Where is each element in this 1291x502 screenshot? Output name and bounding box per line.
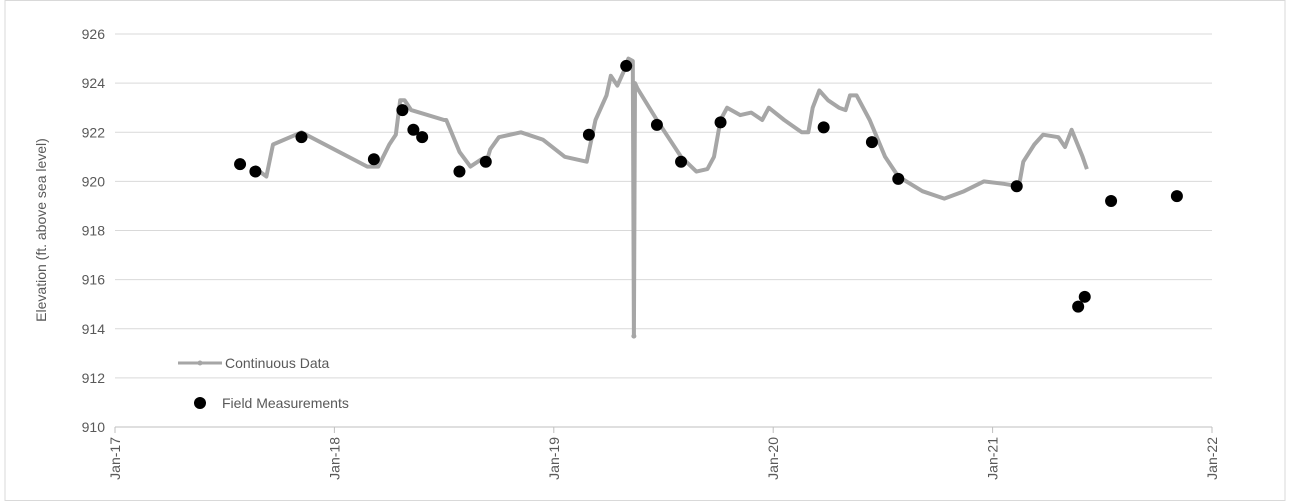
field-point bbox=[234, 158, 247, 171]
y-tick-label: 910 bbox=[82, 419, 106, 435]
chart-border bbox=[4, 0, 1286, 501]
field-point bbox=[1170, 190, 1183, 203]
field-point bbox=[650, 118, 663, 131]
x-tick-label: Jan-21 bbox=[985, 437, 1001, 480]
field-point bbox=[714, 116, 727, 129]
field-point bbox=[817, 121, 830, 134]
y-tick-label: 920 bbox=[82, 173, 106, 189]
field-point bbox=[675, 155, 688, 168]
field-point bbox=[249, 165, 262, 178]
field-point bbox=[396, 104, 409, 117]
field-point bbox=[582, 128, 595, 141]
x-tick-label: Jan-20 bbox=[765, 437, 781, 480]
continuous-line bbox=[258, 56, 1089, 339]
legend-label: Continuous Data bbox=[225, 355, 330, 371]
field-point bbox=[407, 123, 420, 136]
y-tick-label: 918 bbox=[82, 223, 106, 239]
field-point bbox=[620, 59, 633, 72]
field-point bbox=[1078, 290, 1091, 303]
field-point bbox=[1010, 180, 1023, 193]
y-tick-label: 924 bbox=[82, 75, 106, 91]
y-tick-label: 926 bbox=[82, 26, 106, 42]
x-tick-label: Jan-18 bbox=[326, 437, 342, 480]
field-point bbox=[367, 153, 380, 166]
spike-marker bbox=[631, 333, 637, 339]
x-tick-label: Jan-17 bbox=[107, 437, 123, 480]
y-tick-label: 914 bbox=[82, 321, 106, 337]
field-point bbox=[295, 131, 308, 144]
field-point bbox=[892, 172, 905, 185]
y-tick-label: 916 bbox=[82, 272, 106, 288]
y-tick-label: 922 bbox=[82, 124, 106, 140]
legend-swatch-dot bbox=[197, 360, 203, 366]
y-tick-label: 912 bbox=[82, 370, 106, 386]
y-axis-label: Elevation (ft. above sea level) bbox=[33, 138, 49, 322]
legend-label: Field Measurements bbox=[222, 395, 349, 411]
x-tick-label: Jan-19 bbox=[546, 437, 562, 480]
x-tick-label: Jan-22 bbox=[1204, 437, 1220, 480]
field-point bbox=[1105, 195, 1118, 208]
field-point bbox=[453, 165, 466, 178]
legend-swatch bbox=[194, 397, 206, 409]
field-point bbox=[1072, 300, 1085, 313]
field-point bbox=[865, 136, 878, 149]
field-point bbox=[416, 131, 429, 144]
field-point bbox=[479, 155, 492, 168]
